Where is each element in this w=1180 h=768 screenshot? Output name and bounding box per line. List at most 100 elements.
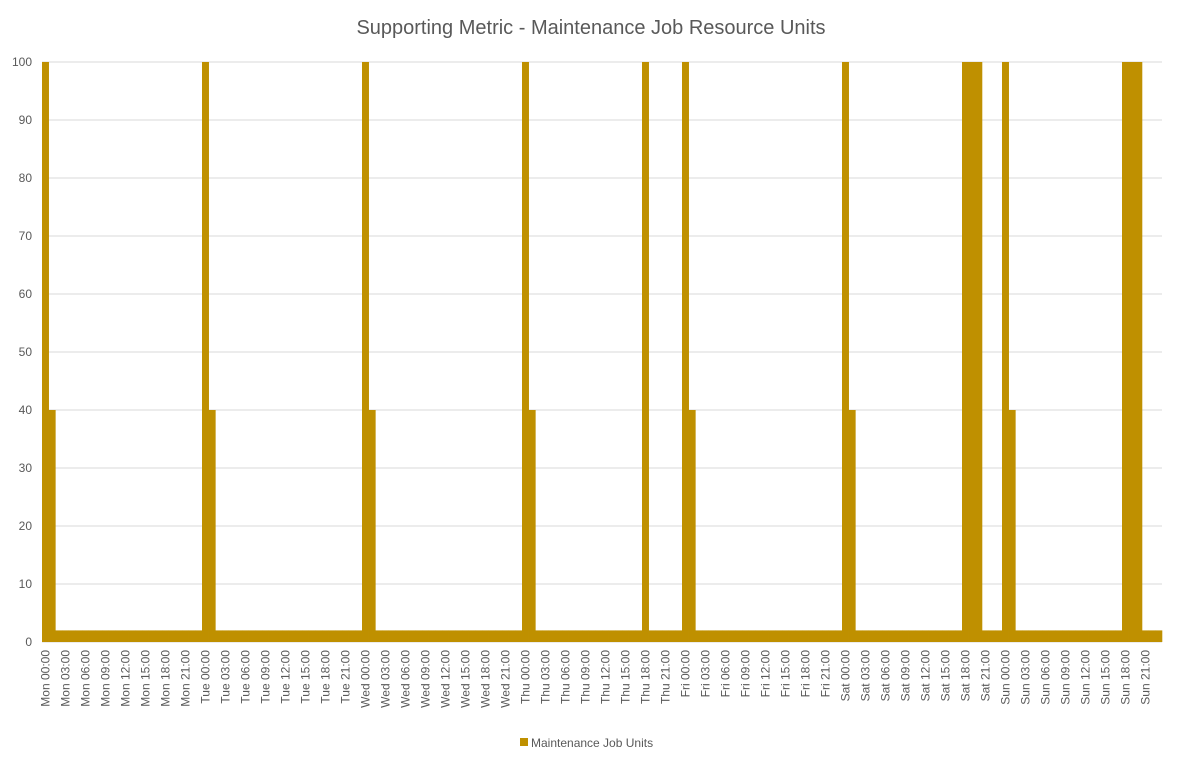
bar xyxy=(155,630,163,642)
bar xyxy=(168,630,176,642)
x-tick-label: Fri 12:00 xyxy=(758,650,772,698)
bar xyxy=(322,630,329,642)
bar xyxy=(268,630,276,642)
bar xyxy=(395,630,403,642)
bar xyxy=(668,630,676,642)
x-tick-label: Tue 00:00 xyxy=(198,650,212,704)
x-tick-label: Fri 15:00 xyxy=(778,650,792,698)
x-tick-label: Sat 09:00 xyxy=(898,650,912,702)
bar xyxy=(188,630,196,642)
bar xyxy=(702,630,709,642)
bar xyxy=(528,410,536,642)
y-tick-label: 90 xyxy=(19,113,33,127)
bar xyxy=(315,630,323,642)
bar xyxy=(388,630,396,642)
x-tick-label: Wed 18:00 xyxy=(478,650,492,708)
bar xyxy=(555,630,563,642)
bar xyxy=(55,630,63,642)
bar xyxy=(1042,630,1049,642)
bar xyxy=(548,630,556,642)
bar xyxy=(475,630,483,642)
bar xyxy=(195,630,203,642)
bar xyxy=(982,630,989,642)
bar xyxy=(88,630,96,642)
x-tick-label: Mon 18:00 xyxy=(158,650,172,707)
y-tick-label: 40 xyxy=(19,403,33,417)
bar xyxy=(848,410,856,642)
bar xyxy=(115,630,123,642)
bar xyxy=(568,630,576,642)
bar xyxy=(422,630,429,642)
bar xyxy=(935,630,943,642)
bar xyxy=(535,630,543,642)
bar xyxy=(748,630,756,642)
bar xyxy=(488,630,496,642)
bar xyxy=(862,630,869,642)
x-tick-label: Tue 03:00 xyxy=(218,650,232,704)
bar xyxy=(762,630,769,642)
bar xyxy=(755,630,763,642)
x-tick-label: Thu 09:00 xyxy=(578,650,592,704)
x-tick-label: Wed 03:00 xyxy=(378,650,392,708)
bar xyxy=(95,630,103,642)
bar xyxy=(575,630,583,642)
bar xyxy=(695,630,703,642)
x-tick-label: Fri 03:00 xyxy=(698,650,712,698)
chart-title: Supporting Metric - Maintenance Job Reso… xyxy=(356,17,825,39)
x-tick-label: Sun 18:00 xyxy=(1118,650,1132,705)
x-tick-label: Thu 12:00 xyxy=(598,650,612,704)
bar xyxy=(648,630,656,642)
bar xyxy=(855,630,863,642)
bar xyxy=(48,410,56,642)
bar xyxy=(1108,630,1116,642)
x-tick-label: Mon 15:00 xyxy=(138,650,152,707)
x-tick-label: Sun 12:00 xyxy=(1078,650,1092,705)
bar xyxy=(382,630,389,642)
bar xyxy=(588,630,596,642)
y-tick-label: 10 xyxy=(19,577,33,591)
y-tick-label: 70 xyxy=(19,229,33,243)
bar xyxy=(262,630,269,642)
x-axis-ticks: Mon 00:00 Mon 03:00 Mon 06:00 Mon 09:00 Mon … xyxy=(38,650,1152,708)
bar xyxy=(622,630,629,642)
bar xyxy=(435,630,443,642)
bar xyxy=(875,630,883,642)
bar xyxy=(1002,62,1009,642)
x-tick-label: Thu 18:00 xyxy=(638,650,652,704)
bar xyxy=(128,630,136,642)
x-tick-label: Sun 21:00 xyxy=(1138,650,1152,705)
bar xyxy=(482,630,489,642)
bar xyxy=(928,630,936,642)
x-tick-label: Wed 15:00 xyxy=(458,650,472,708)
bar xyxy=(495,630,503,642)
bar xyxy=(202,62,209,642)
bar xyxy=(1048,630,1056,642)
bar xyxy=(728,630,736,642)
bar xyxy=(462,630,469,642)
bar xyxy=(62,630,69,642)
legend-swatch xyxy=(520,738,528,746)
bar xyxy=(208,410,216,642)
x-tick-label: Thu 15:00 xyxy=(618,650,632,704)
bar xyxy=(948,630,956,642)
y-axis-ticks: 0 10 20 30 40 50 60 70 80 90 100 xyxy=(12,55,32,649)
bar xyxy=(662,630,669,642)
bar xyxy=(408,630,416,642)
bar xyxy=(942,630,949,642)
bar xyxy=(448,630,456,642)
bar xyxy=(1082,630,1089,642)
y-tick-label: 100 xyxy=(12,55,32,69)
x-tick-label: Tue 12:00 xyxy=(278,650,292,704)
bar xyxy=(428,630,436,642)
bar xyxy=(1022,630,1029,642)
bar xyxy=(502,630,509,642)
bar xyxy=(275,630,283,642)
bar xyxy=(102,630,109,642)
bar xyxy=(888,630,896,642)
x-tick-label: Wed 09:00 xyxy=(418,650,432,708)
bar xyxy=(908,630,916,642)
bars xyxy=(42,62,1163,642)
bar xyxy=(235,630,243,642)
bar xyxy=(902,630,909,642)
